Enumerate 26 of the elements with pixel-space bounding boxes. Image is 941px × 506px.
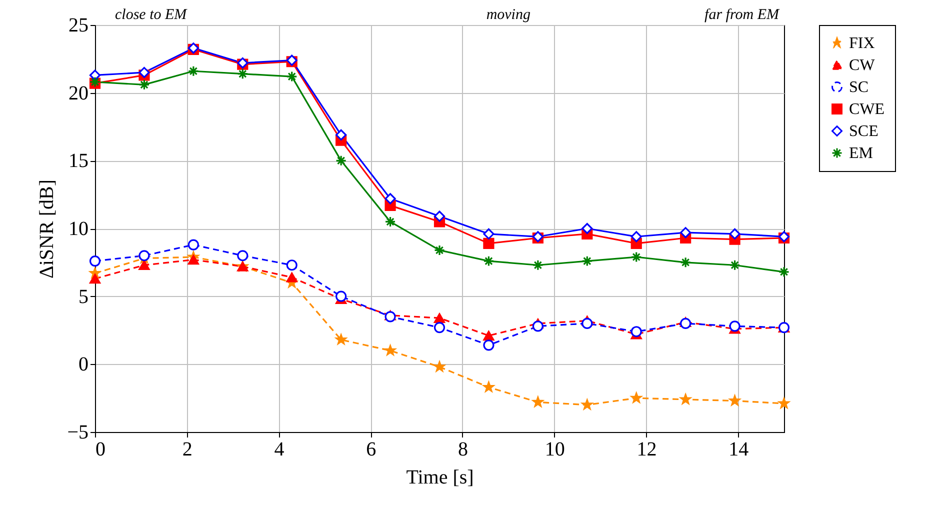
y-tick-label: 15 (68, 150, 88, 172)
legend-label: FIX (849, 35, 876, 52)
text: moving (486, 7, 531, 23)
legend-label: SCE (849, 123, 878, 140)
legend-label: CW (849, 57, 876, 74)
x-axis-title: Time [s] (406, 466, 474, 488)
legend-label: EM (849, 145, 873, 162)
legend-label: SC (849, 79, 869, 96)
x-tick-label: 6 (366, 438, 376, 460)
x-tick-label: 12 (636, 438, 657, 460)
y-tick-label: 0 (78, 354, 88, 376)
text: far from EM (704, 7, 780, 23)
x-tick-label: 14 (728, 438, 749, 460)
y-tick-label: 10 (68, 218, 88, 240)
legend-label: CWE (849, 101, 885, 118)
x-tick-label: 4 (274, 438, 284, 460)
y-tick-label: 5 (78, 286, 88, 308)
x-tick-label: 10 (544, 438, 565, 460)
text: close to EM (115, 7, 188, 23)
y-axis-title: ΔiSNR [dB] (36, 180, 58, 278)
x-tick-label: 8 (458, 438, 468, 460)
y-tick-label: −5 (67, 422, 88, 444)
x-tick-label: 0 (96, 438, 106, 460)
y-tick-label: 25 (68, 14, 88, 36)
y-tick-label: 20 (68, 82, 88, 104)
x-tick-label: 2 (182, 438, 192, 460)
